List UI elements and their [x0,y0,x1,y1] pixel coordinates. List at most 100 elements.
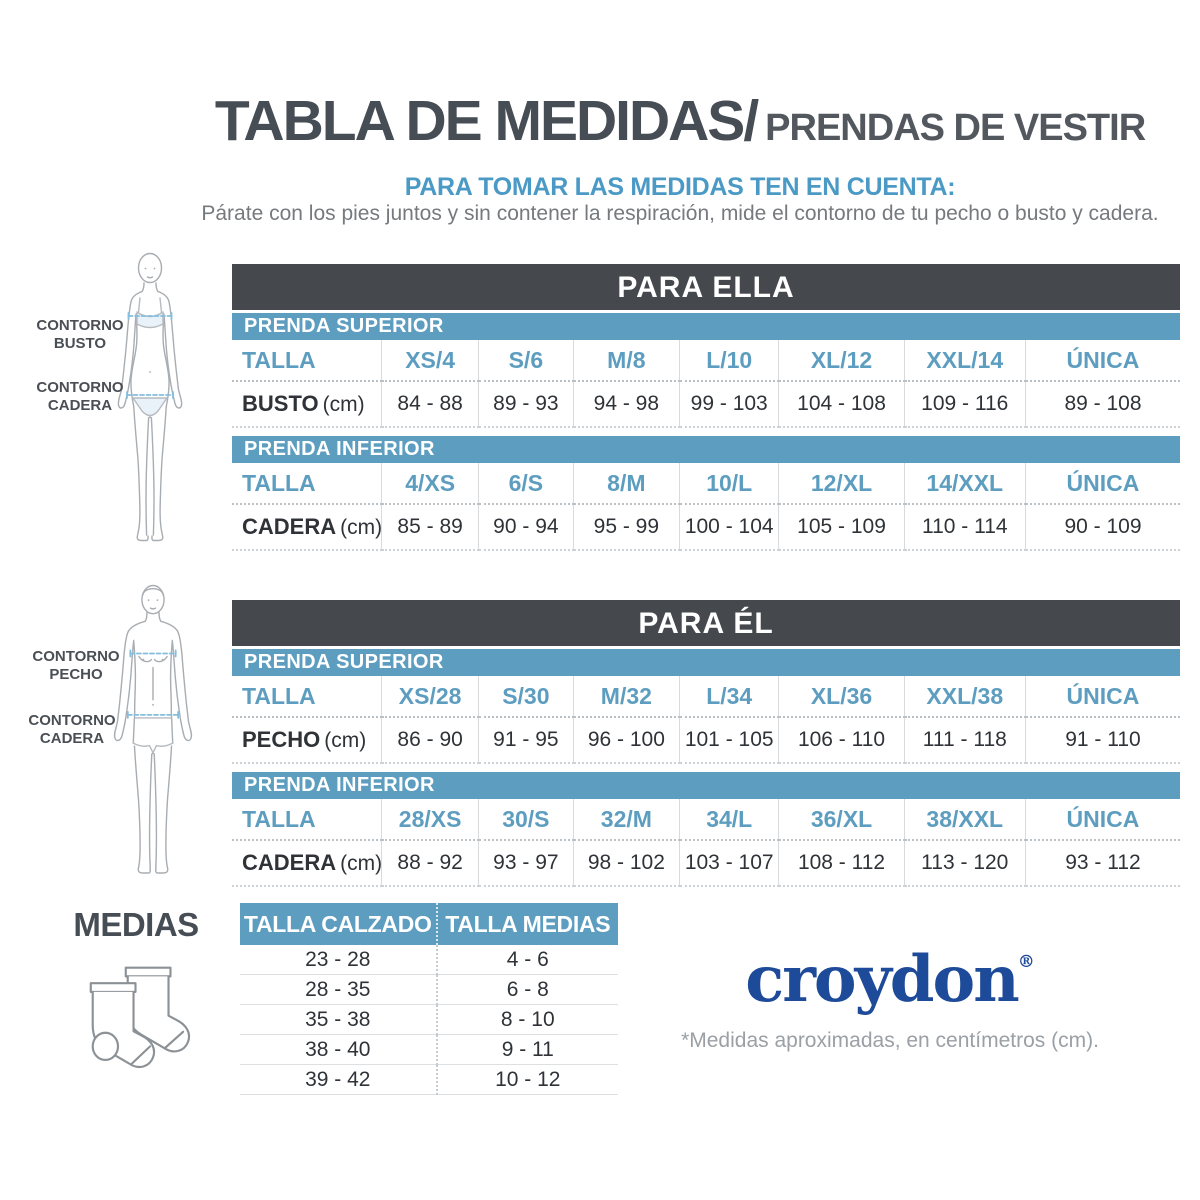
measure-unit: (cm) [324,729,367,752]
measure-value-cell: 90 - 94 [477,504,574,551]
talla-row: TALLA XS/4 S/6 M/8 L/10 XL/12 XXL/14 ÚNICA [232,340,1180,382]
medias-header-row: TALLA CALZADO TALLA MEDIAS [240,903,618,945]
measure-label-cell: CADERA (cm) [232,840,382,887]
measure-unit: (cm) [322,393,365,416]
measure-row: CADERA (cm) 88 - 92 93 - 97 98 - 102 103 - 1… [232,840,1180,887]
table-row: 23 - 28 4 - 6 [240,945,618,975]
measure-value-cell: 110 - 114 [903,504,1026,551]
measure-value-cell: 90 - 109 [1024,504,1180,551]
size-cell: XXL/14 [903,340,1026,382]
measure-value-cell: 91 - 95 [477,717,574,764]
measure-row: BUSTO (cm) 84 - 88 89 - 93 94 - 98 99 - 103 1… [232,381,1180,428]
talla-header-cell: TALLA [232,463,382,505]
measure-value-cell: 106 - 110 [778,717,905,764]
measure-value-cell: 99 - 103 [678,381,779,428]
size-cell: 34/L [678,799,779,841]
size-cell: XL/36 [778,676,905,718]
size-cell: XS/4 [381,340,479,382]
measure-value-cell: 98 - 102 [572,840,680,887]
measure-value-cell: 93 - 97 [477,840,574,887]
size-grid-ella-inferior: TALLA 4/XS 6/S 8/M 10/L 12/XL 14/XXL ÚNICA CAD… [232,463,1180,551]
size-grid-ella-superior: TALLA XS/4 S/6 M/8 L/10 XL/12 XXL/14 ÚNICA BUS… [232,340,1180,428]
measure-value-cell: 85 - 89 [381,504,479,551]
measure-value-cell: 105 - 109 [778,504,905,551]
measure-label-cell: PECHO (cm) [232,717,382,764]
measure-value-cell: 93 - 112 [1024,840,1180,887]
medias-header-cell: TALLA MEDIAS [435,903,618,945]
medias-cell: 28 - 35 [240,974,437,1005]
measure-row: PECHO (cm) 86 - 90 91 - 95 96 - 100 101 - 10… [232,717,1180,764]
registered-mark: ® [1017,952,1035,972]
medias-cell: 6 - 8 [435,974,618,1005]
table-title-banner-el: PARA ÉL [232,600,1180,646]
size-cell: 36/XL [778,799,905,841]
page-title: TABLA DE MEDIDAS/PRENDAS DE VESTIR [180,88,1180,154]
measure-row: CADERA (cm) 85 - 89 90 - 94 95 - 99 100 - 10… [232,504,1180,551]
measure-value-cell: 86 - 90 [381,717,479,764]
medias-cell: 8 - 10 [435,1004,618,1035]
size-cell: M/8 [572,340,680,382]
title-sub: PRENDAS DE VESTIR [765,107,1146,149]
male-body-outline-icon [113,584,193,874]
size-grid-el-inferior: TALLA 28/XS 30/S 32/M 34/L 36/XL 38/XXL ÚNICA … [232,799,1180,887]
talla-header-cell: TALLA [232,340,382,382]
size-cell: ÚNICA [1024,799,1180,841]
talla-header-cell: TALLA [232,676,382,718]
table-title-banner-ella: PARA ELLA [232,264,1180,310]
medias-cell: 23 - 28 [305,947,371,971]
size-cell: XL/12 [778,340,905,382]
socks-figure [88,955,216,1093]
medias-cell: 9 - 11 [435,1034,618,1065]
measure-value-cell: 101 - 105 [678,717,779,764]
size-cell: 12/XL [778,463,905,505]
size-cell: 30/S [477,799,574,841]
medias-cell: 35 - 38 [240,1004,437,1035]
measure-label-cell: CADERA (cm) [232,504,382,551]
size-cell: S/6 [477,340,574,382]
male-figure [97,583,209,875]
label-contorno-pecho: CONTORNO PECHO [32,648,120,683]
size-cell: 10/L [678,463,779,505]
table-para-el: PARA ÉL PRENDA SUPERIOR TALLA XS/28 S/30 M… [232,600,1180,887]
size-cell: S/30 [477,676,574,718]
label-contorno-cadera-female: CONTORNO CADERA [36,379,124,414]
size-cell: 38/XXL [903,799,1026,841]
measure-value-cell: 111 - 118 [903,717,1026,764]
measure-value-cell: 84 - 88 [381,381,479,428]
title-main: TABLA DE MEDIDAS/ [214,89,759,153]
size-cell: ÚNICA [1024,676,1180,718]
measure-value-cell: 96 - 100 [572,717,680,764]
table-row: 35 - 38 8 - 10 [240,1004,618,1035]
measure-value-cell: 104 - 108 [778,381,905,428]
measure-value-cell: 109 - 116 [903,381,1026,428]
size-cell: ÚNICA [1024,463,1180,505]
medias-cell: 38 - 40 [240,1034,437,1065]
medias-grid: TALLA CALZADO TALLA MEDIAS 23 - 28 4 - 6 28… [240,903,618,1095]
measure-value-cell: 91 - 110 [1024,717,1180,764]
table-row: 39 - 42 10 - 12 [240,1064,618,1095]
measuring-tip-heading: PARA TOMAR LAS MEDIDAS TEN EN CUENTA: [404,173,956,201]
measure-value-cell: 89 - 108 [1024,381,1180,428]
table-row: 38 - 40 9 - 11 [240,1034,618,1065]
banner-prenda-inferior-ella: PRENDA INFERIOR [232,436,1180,463]
female-figure [100,250,200,545]
size-cell: 14/XXL [903,463,1026,505]
size-cell: 4/XS [381,463,479,505]
size-cell: M/32 [572,676,680,718]
measure-value-cell: 113 - 120 [903,840,1026,887]
talla-header-cell: TALLA [232,799,382,841]
measure-name: BUSTO [242,391,319,416]
measure-label-cell: BUSTO (cm) [232,381,382,428]
medias-cell: 4 - 6 [435,945,618,975]
size-cell: L/34 [678,676,779,718]
talla-row: TALLA 4/XS 6/S 8/M 10/L 12/XL 14/XXL ÚNICA [232,463,1180,505]
size-grid-el-superior: TALLA XS/28 S/30 M/32 L/34 XL/36 XXL/38 ÚNICA … [232,676,1180,764]
size-cell: 32/M [572,799,680,841]
measuring-tip-text: Párate con los pies juntos y sin contene… [201,202,1159,225]
size-cell: 6/S [477,463,574,505]
measure-unit: (cm) [340,852,382,875]
measure-value-cell: 95 - 99 [572,504,680,551]
medias-body: 23 - 28 4 - 6 28 - 35 6 - 8 35 - 38 8 - 10 38 … [240,945,618,1095]
footnote: *Medidas aproximadas, en centímetros (cm… [681,1029,1099,1053]
